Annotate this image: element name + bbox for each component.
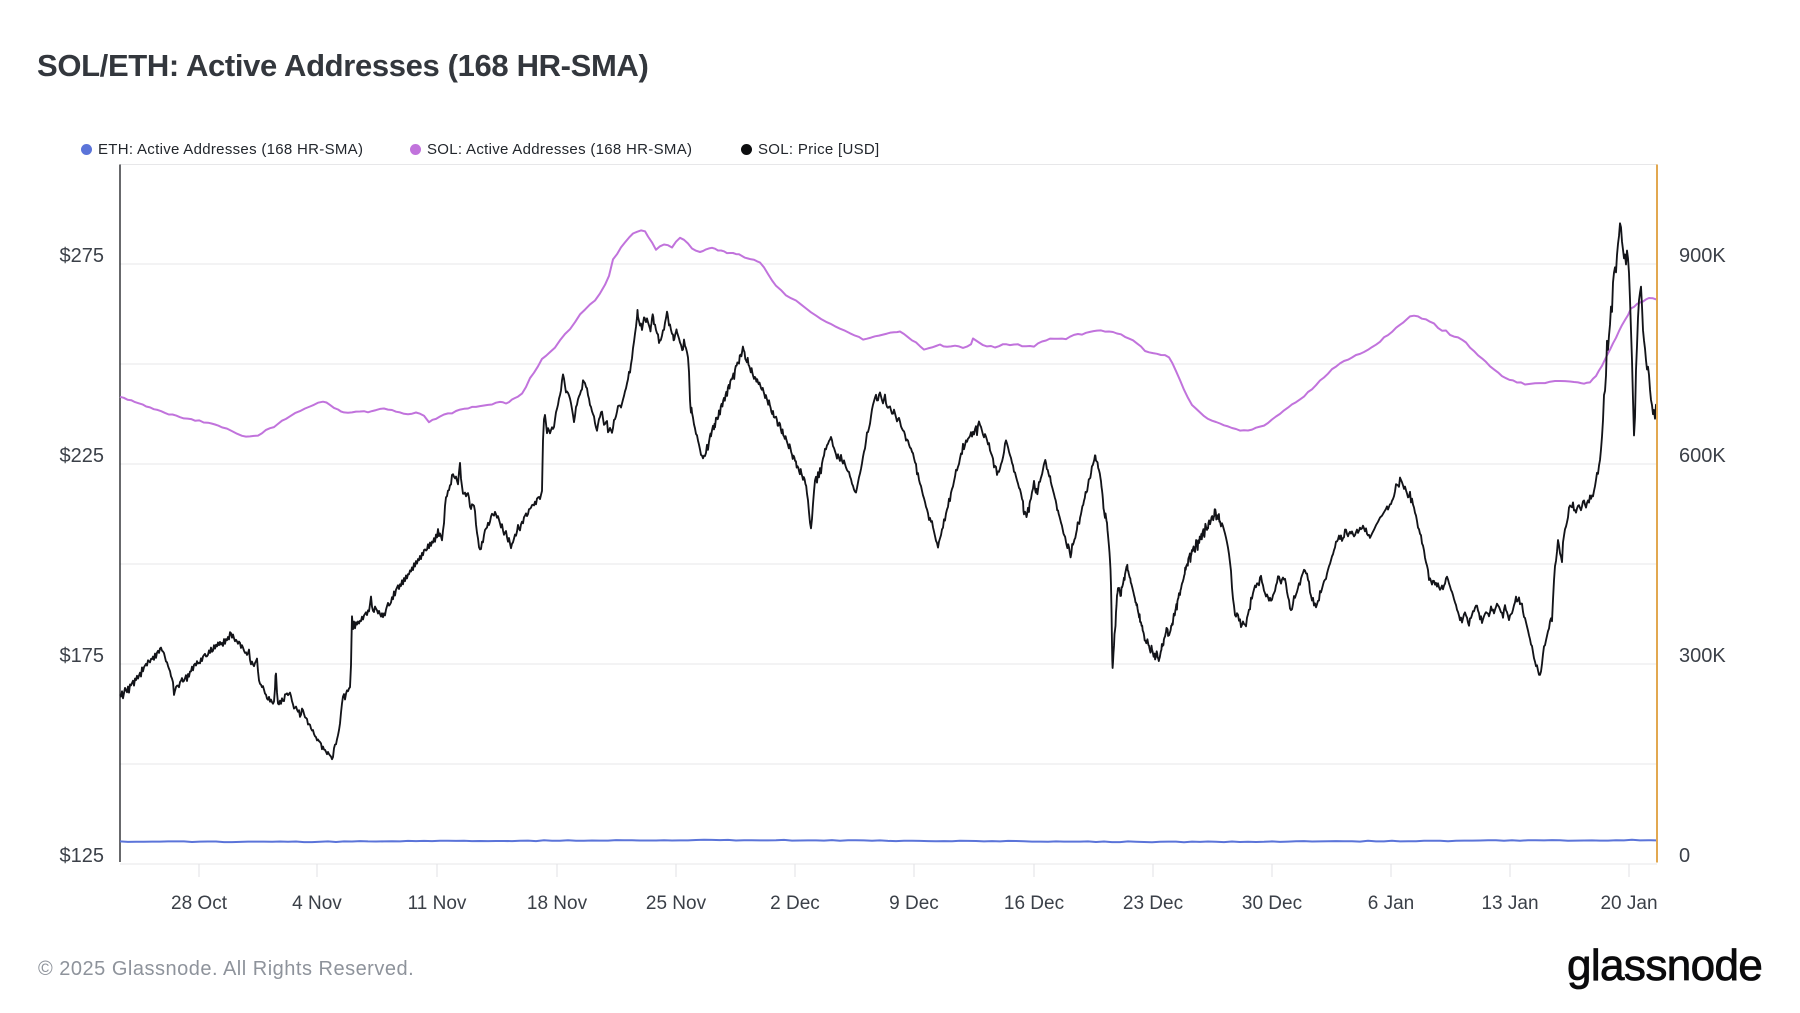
svg-text:$275: $275 [60, 245, 105, 267]
svg-text:23 Dec: 23 Dec [1123, 893, 1183, 914]
svg-text:600K: 600K [1679, 445, 1726, 467]
svg-text:2 Dec: 2 Dec [770, 893, 820, 914]
svg-text:$225: $225 [60, 445, 105, 467]
svg-text:18 Nov: 18 Nov [527, 893, 588, 914]
svg-text:25 Nov: 25 Nov [646, 893, 707, 914]
svg-text:20 Jan: 20 Jan [1600, 893, 1657, 914]
svg-text:6 Jan: 6 Jan [1368, 893, 1414, 914]
svg-text:$125: $125 [60, 845, 105, 867]
svg-text:9 Dec: 9 Dec [889, 893, 939, 914]
svg-text:11 Nov: 11 Nov [408, 893, 467, 914]
svg-text:30 Dec: 30 Dec [1242, 893, 1302, 914]
svg-text:4 Nov: 4 Nov [292, 893, 342, 914]
svg-text:13 Jan: 13 Jan [1481, 893, 1538, 914]
svg-text:300K: 300K [1679, 645, 1726, 667]
svg-text:16 Dec: 16 Dec [1004, 893, 1064, 914]
svg-text:28 Oct: 28 Oct [171, 893, 228, 914]
svg-text:0: 0 [1679, 845, 1690, 867]
svg-text:900K: 900K [1679, 245, 1726, 267]
svg-text:$175: $175 [60, 645, 105, 667]
